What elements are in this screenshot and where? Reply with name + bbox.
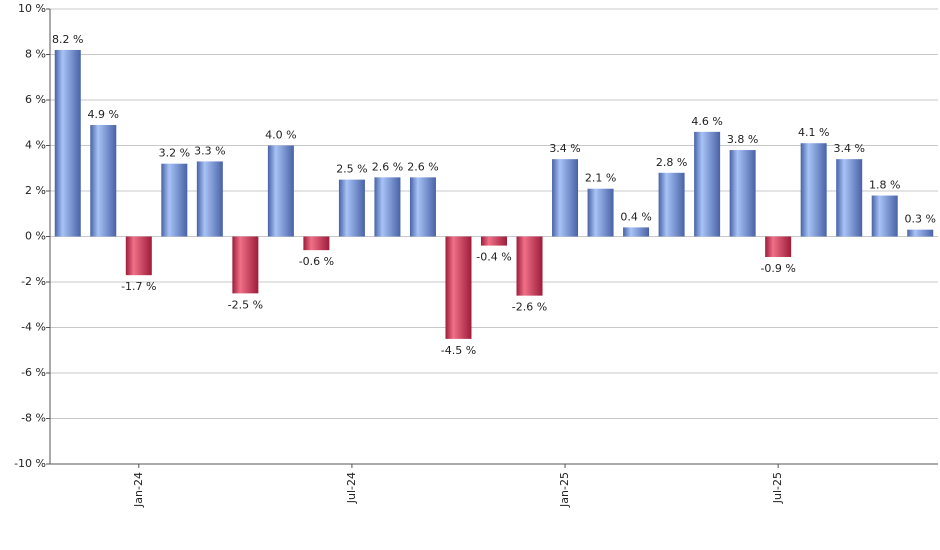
y-tick-label: 4 % — [25, 139, 46, 152]
bar — [836, 159, 863, 237]
bar — [409, 177, 436, 237]
value-label: 4.0 % — [265, 129, 296, 142]
value-label: -2.6 % — [512, 301, 547, 314]
value-label: 1.8 % — [869, 179, 900, 192]
x-tick-label: Jan-24 — [132, 472, 145, 508]
value-label: 3.3 % — [194, 144, 225, 157]
value-label: 2.8 % — [656, 156, 687, 169]
x-tick-label: Jul-25 — [771, 472, 784, 504]
value-label: 3.2 % — [159, 147, 190, 160]
value-label: 2.6 % — [407, 160, 438, 173]
value-label: 4.9 % — [88, 108, 119, 121]
value-label: 4.6 % — [691, 115, 722, 128]
y-tick-label: 0 % — [25, 230, 46, 243]
y-tick-label: -6 % — [21, 366, 46, 379]
bar — [54, 49, 81, 237]
value-label: -4.5 % — [441, 344, 476, 357]
value-label: -0.4 % — [476, 251, 511, 264]
y-tick-label: 10 % — [18, 2, 46, 15]
bar — [729, 150, 756, 237]
bar — [516, 236, 543, 296]
value-label: -0.6 % — [299, 255, 334, 268]
x-tick-label: Jul-24 — [345, 472, 358, 504]
bar — [623, 227, 650, 237]
y-tick-label: -8 % — [21, 412, 46, 425]
bar — [907, 229, 934, 237]
x-tick-label: Jan-25 — [558, 472, 571, 508]
value-label: 0.3 % — [905, 213, 936, 226]
bar — [196, 161, 223, 237]
y-tick-label: -10 % — [14, 457, 46, 470]
bar — [267, 145, 294, 237]
bar — [374, 177, 401, 237]
bar — [871, 195, 898, 237]
value-label: 3.4 % — [549, 142, 580, 155]
value-label: -2.5 % — [228, 298, 263, 311]
bar — [658, 172, 685, 237]
bar — [161, 163, 188, 237]
y-tick-label: 2 % — [25, 184, 46, 197]
y-tick-label: 6 % — [25, 93, 46, 106]
value-label: -1.7 % — [121, 280, 156, 293]
y-tick-label: 8 % — [25, 48, 46, 61]
value-label: 0.4 % — [620, 210, 651, 223]
bar — [800, 143, 827, 237]
bar — [481, 236, 507, 246]
y-tick-label: -4 % — [21, 321, 46, 334]
bar — [338, 179, 365, 237]
bar — [232, 236, 259, 294]
bar — [765, 236, 792, 257]
value-label: 2.6 % — [372, 160, 403, 173]
value-label: 2.1 % — [585, 172, 616, 185]
bar — [125, 236, 152, 276]
value-label: 3.8 % — [727, 133, 758, 146]
bar — [552, 159, 579, 237]
value-label: 8.2 % — [52, 33, 83, 46]
bar — [694, 131, 721, 237]
bar — [445, 236, 472, 339]
value-label: 4.1 % — [798, 126, 829, 139]
bar — [303, 236, 330, 251]
y-tick-label: -2 % — [21, 275, 46, 288]
value-label: 3.4 % — [833, 142, 864, 155]
value-label: -0.9 % — [760, 262, 795, 275]
bar — [587, 188, 614, 237]
value-label: 2.5 % — [336, 163, 367, 176]
bar — [90, 125, 117, 237]
